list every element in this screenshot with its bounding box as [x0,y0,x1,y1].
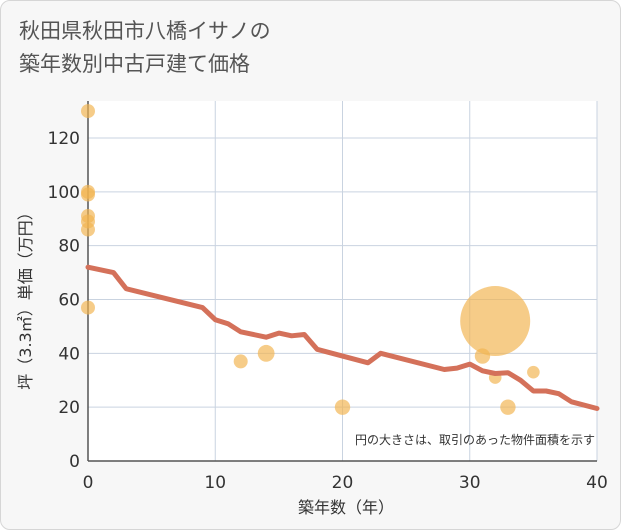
y-tick-labels: 0 20 40 60 80 100 120 [48,129,80,472]
data-point [460,286,531,357]
y-tick-label: 40 [58,344,80,364]
data-point [334,399,351,415]
grid-lines [87,101,598,462]
size-legend-note: 円の大きさは、取引のあった物件面積を示す [355,432,595,447]
data-point [81,187,95,202]
data-point [257,344,275,362]
y-axis-title: 坪（3.3㎡）単価（万円） [16,204,35,389]
x-tick-label: 10 [204,473,226,493]
y-tick-label: 60 [58,291,80,311]
data-point [81,222,95,237]
chart-title: 秋田県秋田市八橋イサノの 築年数別中古戸建て価格 [19,19,271,76]
y-tick-label: 120 [48,129,80,149]
x-tick-labels: 0 10 20 30 40 [83,473,608,493]
y-tick-label: 80 [58,237,80,257]
data-point [81,104,95,119]
data-point [500,399,516,415]
y-tick-label: 0 [69,452,80,472]
data-point [233,354,248,369]
data-point [527,365,540,379]
data-points [81,104,540,415]
trend-line [85,264,600,411]
x-tick-label: 40 [586,473,608,493]
y-tick-label: 20 [58,398,80,418]
y-tick-label: 100 [48,183,80,203]
x-axis-title: 築年数（年） [298,498,394,517]
x-tick-label: 20 [332,473,354,493]
data-point [81,300,95,315]
x-tick-label: 0 [83,473,94,493]
trend-line-group [85,264,600,411]
x-tick-label: 30 [459,473,481,493]
